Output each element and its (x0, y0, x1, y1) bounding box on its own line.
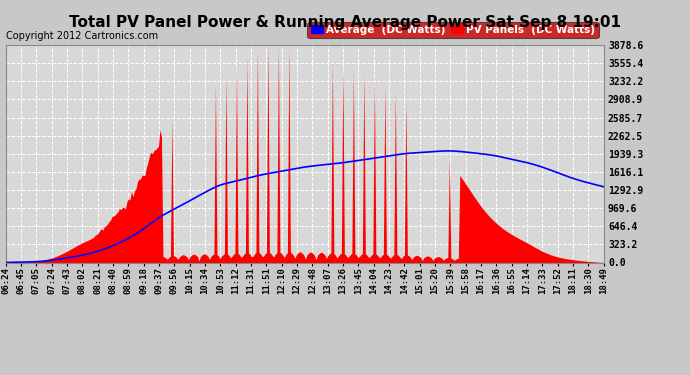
Text: Total PV Panel Power & Running Average Power Sat Sep 8 19:01: Total PV Panel Power & Running Average P… (69, 15, 621, 30)
Text: Copyright 2012 Cartronics.com: Copyright 2012 Cartronics.com (6, 31, 157, 41)
Legend: Average  (DC Watts), PV Panels  (DC Watts): Average (DC Watts), PV Panels (DC Watts) (308, 22, 598, 38)
